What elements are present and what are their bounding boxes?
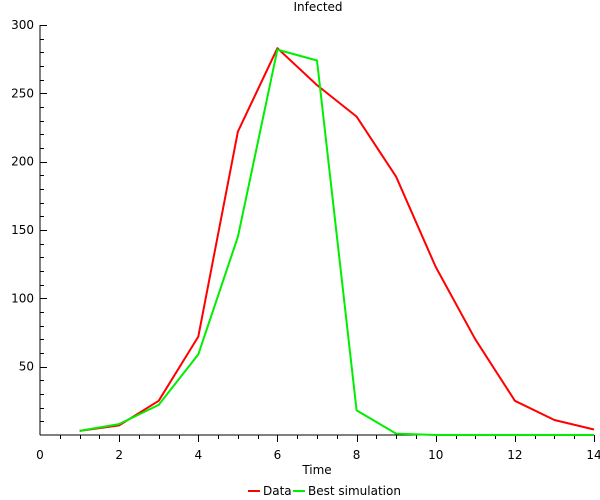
y-tick-label: 250	[11, 86, 34, 100]
series-layer	[79, 47, 595, 436]
x-tick-label: 10	[428, 448, 443, 462]
y-tick-label: 50	[19, 360, 34, 374]
x-tick-label: 0	[36, 448, 44, 462]
legend: Data Best simulation	[248, 484, 401, 498]
x-tick-label: 12	[507, 448, 522, 462]
y-tick-label: 150	[11, 223, 34, 237]
x-axis-title: Time	[301, 463, 331, 477]
y-tick-label: 300	[11, 18, 34, 32]
legend-label: Best simulation	[308, 484, 401, 498]
x-tick-label: 8	[353, 448, 361, 462]
y-tick-label: 200	[11, 155, 34, 169]
legend-label: Data	[263, 484, 292, 498]
x-tick-label: 2	[115, 448, 123, 462]
chart-title: Infected	[293, 0, 342, 14]
x-tick-label: 14	[586, 448, 600, 462]
y-tick-label: 100	[11, 291, 34, 305]
x-tick-label: 6	[274, 448, 282, 462]
series-line-best-simulation	[79, 48, 594, 436]
x-tick-label: 4	[194, 448, 202, 462]
series-line-data	[79, 47, 595, 432]
axes: 50 100 150 200 250 300 0 2 4 6 8 10 12 14	[11, 18, 600, 462]
